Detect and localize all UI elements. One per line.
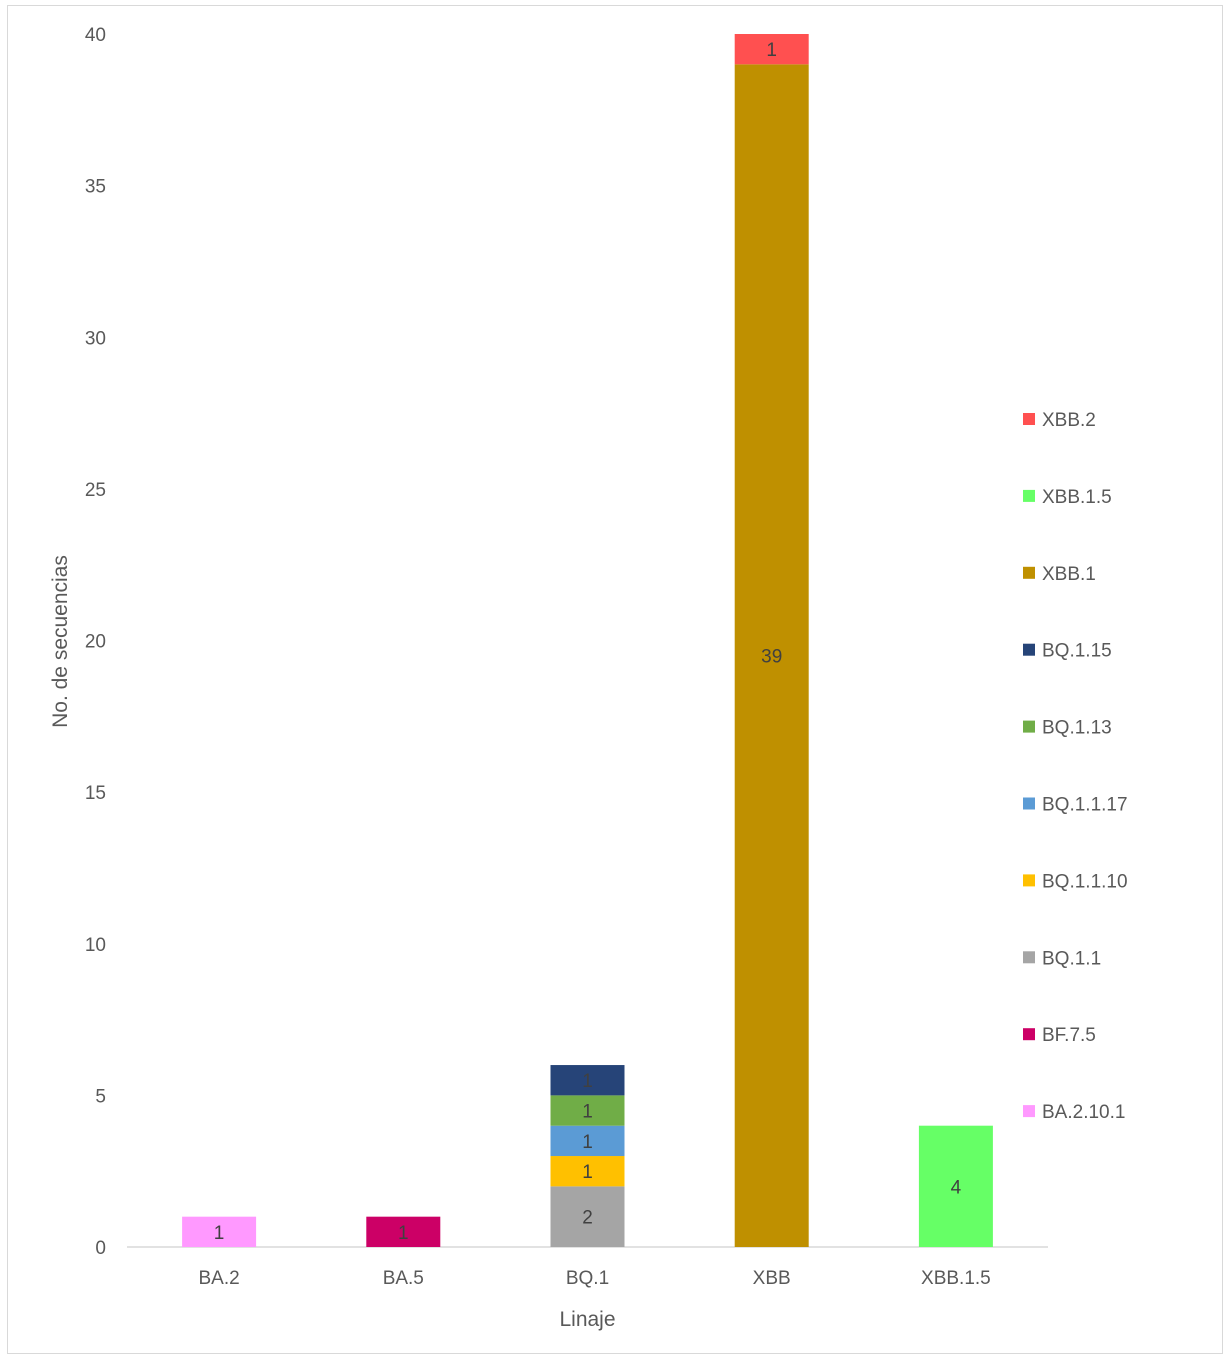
legend-swatch-xbb-1-5 [1023, 489, 1035, 502]
data-label-xbb-1: 39 [761, 647, 782, 668]
x-axis-ticks: BA.2 BA.5 BQ.1 XBB XBB.1.5 [198, 1268, 990, 1289]
bar-ba-2-10-1[interactable] [182, 1216, 257, 1247]
legend-label-bq-1-13: BQ.1.13 [1042, 718, 1112, 739]
bars: 1 1 2 1 1 1 1 39 1 4 [182, 34, 993, 1248]
bar-xbb-2[interactable] [734, 34, 809, 65]
data-label-bq-1-1-10: 1 [582, 1162, 593, 1183]
y-tick-label-20: 20 [85, 632, 106, 653]
data-label-bq-1-15: 1 [582, 1071, 593, 1092]
x-tick-label-xbb-1-5: XBB.1.5 [921, 1268, 991, 1289]
legend-label-bq-1-1-10: BQ.1.1.10 [1042, 871, 1128, 892]
bar-bq-1-13[interactable] [550, 1095, 625, 1126]
legend-swatch-bq-1-15 [1023, 643, 1035, 656]
legend-label-bq-1-15: BQ.1.15 [1042, 641, 1112, 662]
data-label-bf-7-5: 1 [398, 1223, 409, 1244]
legend-label-bq-1-1: BQ.1.1 [1042, 948, 1101, 969]
legend-label-xbb-1-5: XBB.1.5 [1042, 487, 1112, 508]
x-tick-label-ba-2: BA.2 [198, 1268, 239, 1289]
legend-label-xbb-2: XBB.2 [1042, 410, 1096, 431]
y-axis-title: No. de secuencias [49, 555, 72, 728]
bar-bq-1-1[interactable] [550, 1186, 625, 1247]
bar-bf-7-5[interactable] [366, 1216, 441, 1247]
bar-bq-1-1-17[interactable] [550, 1125, 625, 1157]
chart-frame [7, 5, 1223, 1354]
x-axis-title: Linaje [559, 1308, 615, 1331]
bar-xbb-1[interactable] [734, 64, 809, 1248]
legend-label-bq-1-1-17: BQ.1.1.17 [1042, 795, 1128, 816]
data-label-bq-1-1-17: 1 [582, 1132, 593, 1153]
y-tick-label-30: 30 [85, 328, 106, 349]
y-tick-label-15: 15 [85, 783, 106, 804]
data-label-xbb-2: 1 [766, 40, 777, 61]
bar-bq-1-15[interactable] [550, 1065, 625, 1096]
bar-xbb-1-5[interactable] [918, 1125, 993, 1247]
y-tick-label-0: 0 [95, 1238, 106, 1259]
y-tick-label-35: 35 [85, 177, 106, 198]
y-tick-label-25: 25 [85, 480, 106, 501]
y-tick-label-5: 5 [95, 1086, 106, 1107]
legend: XBB.2 XBB.1.5 XBB.1 BQ.1.15 BQ.1.13 BQ.1.1.17… [1023, 410, 1128, 1123]
x-tick-label-ba-5: BA.5 [383, 1268, 424, 1289]
legend-label-bf-7-5: BF.7.5 [1042, 1025, 1096, 1046]
bar-bq-1-1-10[interactable] [550, 1156, 625, 1187]
legend-swatch-bq-1-13 [1023, 720, 1035, 733]
legend-label-ba-2-10-1: BA.2.10.1 [1042, 1102, 1125, 1123]
legend-swatch-bq-1-1-17 [1023, 797, 1035, 810]
legend-swatch-bq-1-1 [1023, 951, 1035, 964]
legend-swatch-xbb-2 [1023, 413, 1035, 425]
y-tick-label-10: 10 [85, 935, 106, 956]
legend-label-xbb-1: XBB.1 [1042, 564, 1096, 585]
y-axis-ticks: 0 5 10 15 20 25 30 35 40 [85, 25, 106, 1259]
x-tick-label-bq-1: BQ.1 [566, 1268, 609, 1289]
legend-swatch-xbb-1 [1023, 566, 1035, 579]
data-label-bq-1-1: 2 [582, 1208, 593, 1229]
legend-swatch-ba-2-10-1 [1023, 1105, 1035, 1118]
data-label-bq-1-13: 1 [582, 1102, 593, 1123]
y-tick-label-40: 40 [85, 25, 106, 46]
legend-swatch-bq-1-1-10 [1023, 874, 1035, 887]
data-label-ba-2-10-1: 1 [214, 1223, 225, 1244]
legend-swatch-bf-7-5 [1023, 1028, 1035, 1041]
data-label-xbb-1-5: 4 [951, 1177, 962, 1198]
x-tick-label-xbb: XBB [753, 1268, 791, 1289]
